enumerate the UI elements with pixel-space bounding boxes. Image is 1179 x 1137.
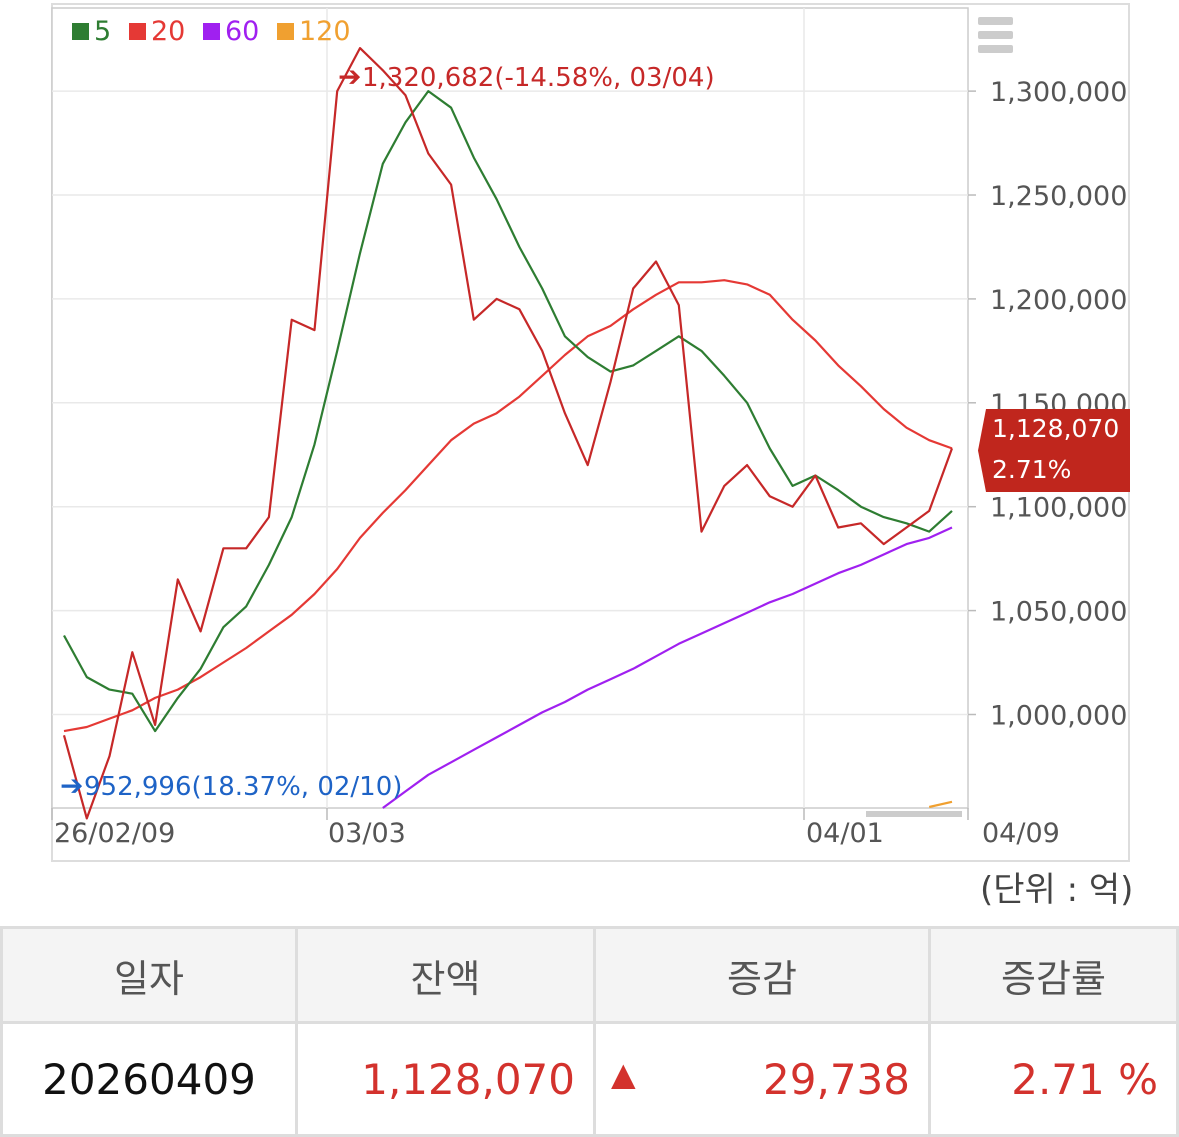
header-rate: 증감률 xyxy=(928,926,1179,1024)
header-balance: 잔액 xyxy=(295,926,596,1024)
legend-swatch xyxy=(72,23,89,40)
series-line-60 xyxy=(382,526,953,809)
y-tick-label: 1,050,000 xyxy=(990,597,1127,628)
legend-label: 20 xyxy=(151,16,185,47)
series-line-daily xyxy=(62,47,954,820)
scrollbar-thumb xyxy=(866,811,962,817)
x-tick-label: 04/01 xyxy=(806,818,884,849)
cell-rate: 2.71 % xyxy=(928,1021,1179,1137)
min-annotation: 952,996(18.37%, 02/10) xyxy=(84,772,402,802)
y-tick-label: 1,300,000 xyxy=(990,77,1127,108)
series-line-5 xyxy=(63,90,953,733)
y-tick-label: 1,250,000 xyxy=(990,181,1127,212)
up-triangle-icon: ▲ xyxy=(611,1054,636,1093)
cell-date: 20260409 xyxy=(0,1021,298,1137)
balance-chart: 1,000,0001,050,0001,100,0001,150,0001,20… xyxy=(51,3,1130,862)
menu-icon-bar xyxy=(978,31,1013,39)
legend-swatch xyxy=(129,23,146,40)
last-value-callout xyxy=(978,409,1130,492)
legend-swatch xyxy=(203,23,220,40)
menu-icon-bar xyxy=(978,17,1013,25)
series-line-20 xyxy=(63,279,953,733)
cell-balance: 1,128,070 xyxy=(295,1021,596,1137)
summary-table: 일자 잔액 증감 증감률 20260409 1,128,070 ▲ 29,738… xyxy=(0,926,1179,1137)
legend-label: 120 xyxy=(299,16,351,47)
table-header-row: 일자 잔액 증감 증감률 xyxy=(0,926,1179,1024)
max-arrow-icon: ➔ xyxy=(338,60,361,93)
plot-area xyxy=(51,7,969,809)
min-arrow-icon: ➔ xyxy=(60,769,83,802)
menu-icon-bar xyxy=(978,45,1013,53)
x-tick-label: 04/09 xyxy=(982,818,1060,849)
x-tick-label: 26/02/09 xyxy=(54,818,175,849)
series-line-120 xyxy=(928,800,953,809)
last-percent: 2.71% xyxy=(992,455,1071,484)
header-change: 증감 xyxy=(593,926,931,1024)
cell-change: ▲ 29,738 xyxy=(593,1021,931,1137)
cell-change-value: 29,738 xyxy=(763,1054,910,1104)
unit-label: (단위 : 억) xyxy=(980,870,1134,910)
legend-label: 60 xyxy=(225,16,259,47)
x-tick-label: 03/03 xyxy=(328,818,406,849)
table-row: 20260409 1,128,070 ▲ 29,738 2.71 % xyxy=(0,1021,1179,1137)
legend-swatch xyxy=(277,23,294,40)
y-tick-label: 1,200,000 xyxy=(990,285,1127,316)
max-annotation: 1,320,682(-14.58%, 03/04) xyxy=(362,63,715,93)
legend-label: 5 xyxy=(94,16,111,47)
header-date: 일자 xyxy=(0,926,298,1024)
last-value: 1,128,070 xyxy=(992,414,1119,443)
y-tick-label: 1,000,000 xyxy=(990,700,1127,731)
y-tick-label: 1,100,000 xyxy=(990,493,1127,524)
